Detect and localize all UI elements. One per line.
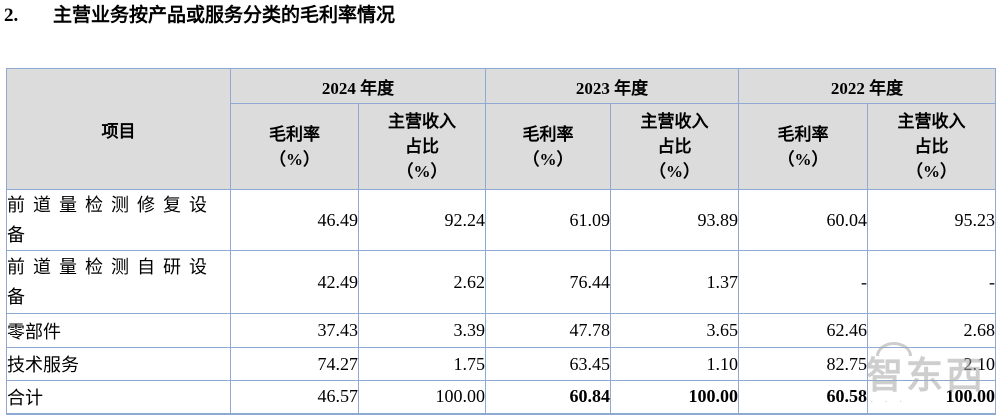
item-cell: 合计 xyxy=(6,380,231,414)
value-cell: 76.44 xyxy=(485,250,611,314)
value-cell: - xyxy=(738,250,868,314)
table-row: 零部件 37.43 3.39 47.78 3.65 62.46 2.68 xyxy=(6,313,996,348)
value-cell: 1.10 xyxy=(610,347,739,381)
value-cell: 46.49 xyxy=(230,189,359,251)
value-cell: 62.46 xyxy=(738,313,868,348)
value-cell: - xyxy=(867,250,996,314)
value-cell: 74.27 xyxy=(230,347,359,381)
value-cell: 37.43 xyxy=(230,313,359,348)
value-cell: 82.75 xyxy=(738,347,868,381)
item-cell: 技术服务 xyxy=(6,347,231,381)
value-cell: 47.78 xyxy=(485,313,611,348)
item-cell: 前道量检测自研设备 xyxy=(6,250,231,314)
sub-header-row: 毛利率 （%） 主营收入 占比 （%） 毛利率 （%） 主营收入 占比 （%） … xyxy=(7,103,996,190)
year-header-2024: 2024 年度 xyxy=(230,68,486,104)
value-cell: 60.04 xyxy=(738,189,868,251)
table-row: 前道量检测修复设备 46.49 92.24 61.09 93.89 60.04 95.23 xyxy=(6,189,996,251)
value-cell: 63.45 xyxy=(485,347,611,381)
table-row: 技术服务 74.27 1.75 63.45 1.10 82.75 2.10 xyxy=(6,347,996,381)
section-number: 2. xyxy=(4,5,19,26)
value-cell: 100.00 xyxy=(610,380,739,414)
revenue-share-header-2023: 主营收入 占比 （%） xyxy=(610,103,739,190)
year-header-row: 项目 2024 年度 2023 年度 2022 年度 xyxy=(6,68,996,190)
value-cell: 2.10 xyxy=(867,347,996,381)
value-cell: 46.57 xyxy=(230,380,359,414)
item-cell: 零部件 xyxy=(6,313,231,348)
value-cell: 42.49 xyxy=(230,250,359,314)
table-row: 合计 46.57 100.00 60.84 100.00 60.58 100.00 xyxy=(6,380,996,414)
value-cell: 61.09 xyxy=(485,189,611,251)
revenue-share-header-2024: 主营收入 占比 （%） xyxy=(358,103,486,190)
section-title: 2. 主营业务按产品或服务分类的毛利率情况 xyxy=(4,4,395,28)
value-cell: 60.58 xyxy=(738,380,868,414)
value-cell: 92.24 xyxy=(358,189,486,251)
value-cell: 3.39 xyxy=(358,313,486,348)
value-cell: 95.23 xyxy=(867,189,996,251)
revenue-share-header-2022: 主营收入 占比 （%） xyxy=(867,103,996,190)
table-row: 前道量检测自研设备 42.49 2.62 76.44 1.37- - xyxy=(6,250,996,314)
item-column-header: 项目 xyxy=(6,68,231,190)
year-header-2023: 2023 年度 xyxy=(485,68,739,104)
value-cell: 2.68 xyxy=(867,313,996,348)
gross-margin-table: 项目 2024 年度 2023 年度 2022 年度 毛利率 （%） 主营收入 … xyxy=(6,68,996,415)
value-cell: 1.37 xyxy=(610,250,739,314)
value-cell: 2.62 xyxy=(358,250,486,314)
value-cell: 100.00 xyxy=(867,380,996,414)
item-cell: 前道量检测修复设备 xyxy=(6,189,231,251)
value-cell: 3.65 xyxy=(610,313,739,348)
value-cell: 60.84 xyxy=(485,380,611,414)
gross-margin-header-2023: 毛利率 （%） xyxy=(485,103,611,190)
gross-margin-header-2024: 毛利率 （%） xyxy=(230,103,359,190)
year-header-2022: 2022 年度 xyxy=(738,68,996,104)
value-cell: 1.75 xyxy=(358,347,486,381)
gross-margin-header-2022: 毛利率 （%） xyxy=(738,103,868,190)
value-cell: 93.89 xyxy=(610,189,739,251)
section-title-text: 主营业务按产品或服务分类的毛利率情况 xyxy=(53,5,396,26)
value-cell: 100.00 xyxy=(358,380,486,414)
